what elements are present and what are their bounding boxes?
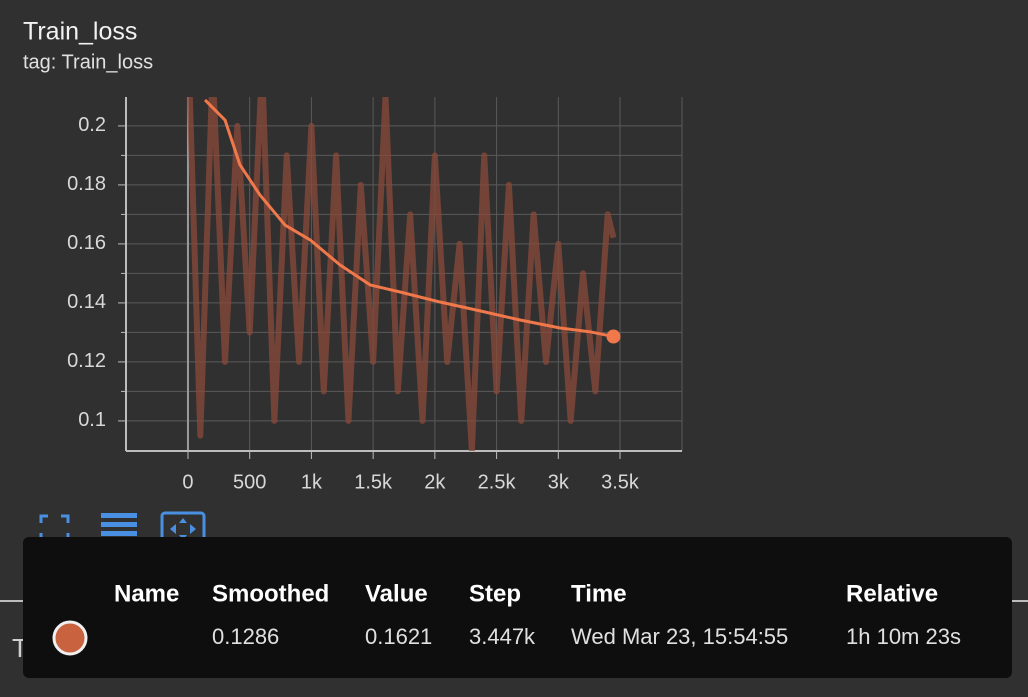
tooltip-header: Step [469,580,521,607]
tooltip-header: Time [571,580,627,607]
x-tick-label: 3.5k [601,471,640,493]
y-tick-label: 0.14 [67,291,106,313]
tooltip-table: Name Smoothed Value Step Time Relative 0.1286 0… [114,580,961,648]
tooltip-cell: Wed Mar 23, 15:54:55 [571,624,788,649]
fit-button[interactable] [39,514,70,542]
smoothed-line [203,98,614,339]
plot: 0.1 0.12 0.14 0.16 0.18 0.2 0 500 1k 1.5k 2k 2.5k 3k… [67,97,683,493]
x-tick-label: 1k [301,471,323,493]
tooltip-cell: 0.1286 [212,624,279,649]
x-tick-label: 1.5k [354,471,393,493]
y-tick-label: 0.12 [67,350,106,372]
y-tick-label: 0.1 [78,409,106,431]
y-tick-label: 0.16 [67,232,106,254]
y-tick-label: 0.2 [78,114,106,136]
card-title: Train_loss [23,18,137,46]
x-tick-label: 2.5k [478,471,517,493]
plot-area [186,97,617,451]
last-point [606,329,621,344]
tooltip-header: Relative [846,580,938,607]
tooltip-cell: 3.447k [469,624,536,649]
x-tick-label: 0 [182,471,193,493]
y-tick-label: 0.18 [67,173,106,195]
raw-line [186,97,617,451]
tooltip-header: Name [114,580,179,607]
tooltip-cell: 0.1621 [365,624,432,649]
x-tick-label: 2k [424,471,446,493]
card-tag: tag: Train_loss [23,51,153,73]
x-tick-label: 500 [233,471,266,493]
tooltip-cell: 1h 10m 23s [846,624,961,649]
tooltip-header: Value [365,580,428,607]
x-tick-label: 3k [548,471,570,493]
tooltip-header: Smoothed [212,580,329,607]
tooltip [23,537,1012,678]
run-color-dot [52,620,88,656]
